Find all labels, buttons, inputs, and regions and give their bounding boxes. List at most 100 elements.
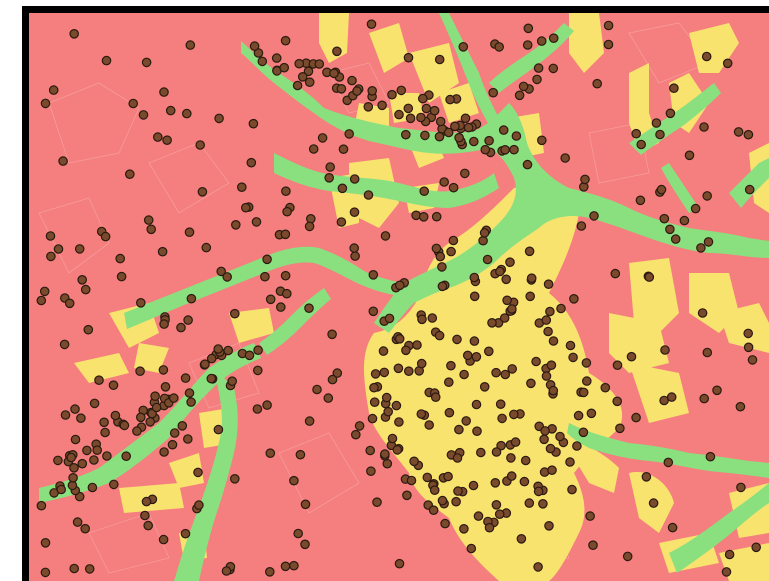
observation-point[interactable] — [366, 19, 377, 29]
observation-point[interactable] — [469, 336, 480, 346]
observation-point[interactable] — [697, 308, 708, 318]
observation-point[interactable] — [416, 409, 427, 419]
observation-point[interactable] — [300, 499, 311, 510]
observation-point[interactable] — [369, 382, 379, 393]
observation-point[interactable] — [498, 125, 509, 135]
observation-point[interactable] — [655, 129, 665, 140]
observation-point[interactable] — [524, 246, 535, 257]
observation-point[interactable] — [540, 426, 550, 436]
observation-point[interactable] — [488, 87, 498, 98]
observation-point[interactable] — [160, 381, 171, 392]
observation-point[interactable] — [72, 517, 83, 527]
observation-point[interactable] — [458, 41, 469, 52]
observation-point[interactable] — [248, 118, 259, 129]
observation-point[interactable] — [128, 98, 138, 109]
observation-point[interactable] — [490, 477, 501, 488]
observation-point[interactable] — [648, 498, 659, 508]
observation-point[interactable] — [427, 313, 438, 323]
observation-point[interactable] — [281, 186, 291, 196]
observation-point[interactable] — [565, 340, 576, 351]
observation-point[interactable] — [533, 486, 544, 497]
observation-point[interactable] — [416, 358, 427, 369]
observation-point[interactable] — [663, 457, 674, 468]
observation-point[interactable] — [293, 528, 303, 539]
observation-point[interactable] — [336, 84, 347, 94]
observation-point[interactable] — [80, 523, 90, 534]
observation-point[interactable] — [70, 404, 80, 414]
observation-point[interactable] — [253, 345, 263, 355]
observation-point[interactable] — [394, 109, 404, 120]
observation-point[interactable] — [545, 306, 555, 317]
observation-point[interactable] — [588, 540, 598, 550]
observation-point[interactable] — [74, 244, 85, 254]
observation-point[interactable] — [411, 210, 421, 221]
observation-point[interactable] — [443, 377, 454, 387]
observation-point[interactable] — [478, 235, 488, 246]
observation-point[interactable] — [366, 466, 376, 476]
observation-point[interactable] — [115, 253, 125, 264]
observation-point[interactable] — [99, 417, 109, 428]
observation-point[interactable] — [136, 412, 146, 423]
observation-point[interactable] — [119, 420, 130, 431]
observation-point[interactable] — [303, 66, 314, 77]
observation-point[interactable] — [580, 174, 590, 185]
observation-point[interactable] — [295, 449, 306, 460]
observation-point[interactable] — [522, 159, 533, 170]
observation-point[interactable] — [705, 451, 716, 462]
observation-point[interactable] — [651, 118, 662, 128]
observation-point[interactable] — [308, 144, 319, 154]
observation-point[interactable] — [572, 441, 582, 451]
observation-point[interactable] — [429, 485, 440, 495]
observation-point[interactable] — [626, 351, 637, 362]
observation-point[interactable] — [484, 135, 494, 146]
observation-point[interactable] — [183, 434, 193, 444]
observation-point[interactable] — [83, 324, 94, 335]
observation-point[interactable] — [416, 112, 426, 123]
observation-point[interactable] — [379, 367, 390, 378]
observation-point[interactable] — [684, 150, 695, 161]
observation-point[interactable] — [216, 266, 226, 277]
observation-point[interactable] — [743, 342, 754, 353]
observation-point[interactable] — [380, 449, 390, 459]
observation-point[interactable] — [369, 397, 380, 407]
observation-point[interactable] — [514, 90, 525, 101]
observation-point[interactable] — [213, 424, 224, 435]
observation-point[interactable] — [736, 482, 746, 493]
observation-point[interactable] — [262, 400, 272, 410]
observation-point[interactable] — [108, 380, 119, 390]
observation-point[interactable] — [543, 279, 554, 289]
observation-point[interactable] — [479, 381, 490, 392]
observation-point[interactable] — [615, 423, 625, 434]
observation-point[interactable] — [568, 352, 578, 363]
observation-point[interactable] — [89, 398, 100, 409]
observation-point[interactable] — [380, 231, 391, 241]
observation-point[interactable] — [545, 443, 556, 454]
observation-point[interactable] — [428, 505, 439, 515]
observation-point[interactable] — [89, 455, 99, 465]
observation-point[interactable] — [434, 330, 445, 341]
observation-point[interactable] — [244, 350, 255, 361]
observation-point[interactable] — [135, 366, 145, 376]
observation-point[interactable] — [141, 57, 152, 68]
observation-point[interactable] — [246, 157, 257, 168]
observation-point[interactable] — [491, 367, 501, 378]
observation-point[interactable] — [292, 80, 303, 91]
observation-point[interactable] — [336, 217, 347, 227]
observation-point[interactable] — [69, 563, 79, 574]
observation-point[interactable] — [507, 304, 517, 314]
observation-point[interactable] — [195, 140, 205, 150]
observation-point[interactable] — [145, 416, 155, 427]
observation-point[interactable] — [276, 302, 286, 312]
observation-point[interactable] — [381, 392, 392, 403]
observation-point[interactable] — [180, 373, 191, 383]
observation-point[interactable] — [669, 83, 679, 93]
observation-point[interactable] — [82, 445, 92, 456]
observation-point[interactable] — [506, 471, 517, 481]
observation-point[interactable] — [454, 424, 464, 435]
observation-point[interactable] — [289, 475, 299, 486]
observation-point[interactable] — [471, 399, 482, 410]
observation-point[interactable] — [491, 447, 502, 457]
observation-point[interactable] — [46, 251, 56, 262]
observation-point[interactable] — [183, 315, 193, 325]
observation-point[interactable] — [338, 144, 349, 154]
